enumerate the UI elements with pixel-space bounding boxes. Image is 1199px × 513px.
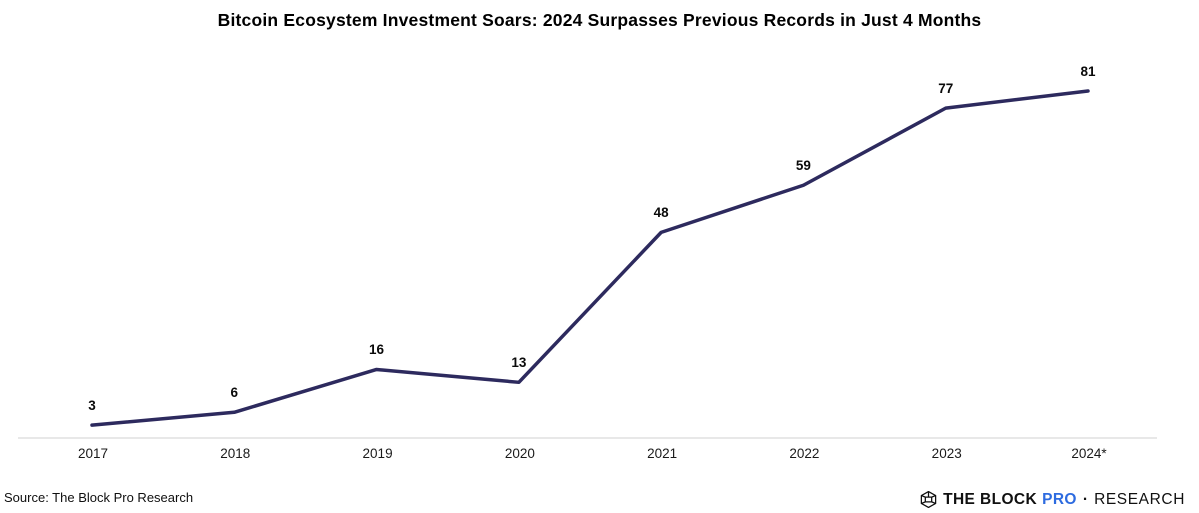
- data-label: 48: [653, 205, 669, 221]
- logo-pro-text: PRO: [1042, 490, 1077, 508]
- logo-brand-text: THE BLOCK: [943, 490, 1038, 508]
- x-tick-label: 2019: [362, 446, 393, 461]
- the-block-logo: THE BLOCK PRO · RESEARCH: [919, 490, 1185, 509]
- chart-title: Bitcoin Ecosystem Investment Soars: 2024…: [217, 10, 982, 30]
- data-label: 3: [88, 398, 96, 414]
- data-line: [90, 89, 1090, 427]
- data-label: 6: [230, 385, 239, 401]
- x-tick-label: 2018: [220, 446, 251, 461]
- line-chart-svg: [18, 89, 1157, 439]
- x-tick-label: 2023: [931, 446, 962, 461]
- x-tick-label: 2021: [647, 446, 678, 461]
- data-label: 16: [369, 342, 385, 358]
- x-tick-label: 2024*: [1071, 446, 1107, 461]
- source-note: Source: The Block Pro Research: [4, 490, 194, 505]
- line-chart: 3 6 16 13 48 59 77 81 2017 2018 2019 2020 2021 2022 2…: [18, 63, 1157, 461]
- logo-separator: ·: [1082, 490, 1089, 508]
- data-label: 81: [1080, 63, 1096, 79]
- data-label: 13: [511, 355, 527, 371]
- x-tick-label: 2022: [789, 446, 820, 461]
- x-tick-label: 2020: [504, 446, 535, 461]
- logo-research-text: RESEARCH: [1094, 490, 1185, 508]
- data-label: 59: [795, 158, 811, 174]
- x-tick-label: 2017: [77, 446, 109, 461]
- block-cube-icon: [919, 490, 938, 509]
- data-label: 77: [938, 81, 954, 97]
